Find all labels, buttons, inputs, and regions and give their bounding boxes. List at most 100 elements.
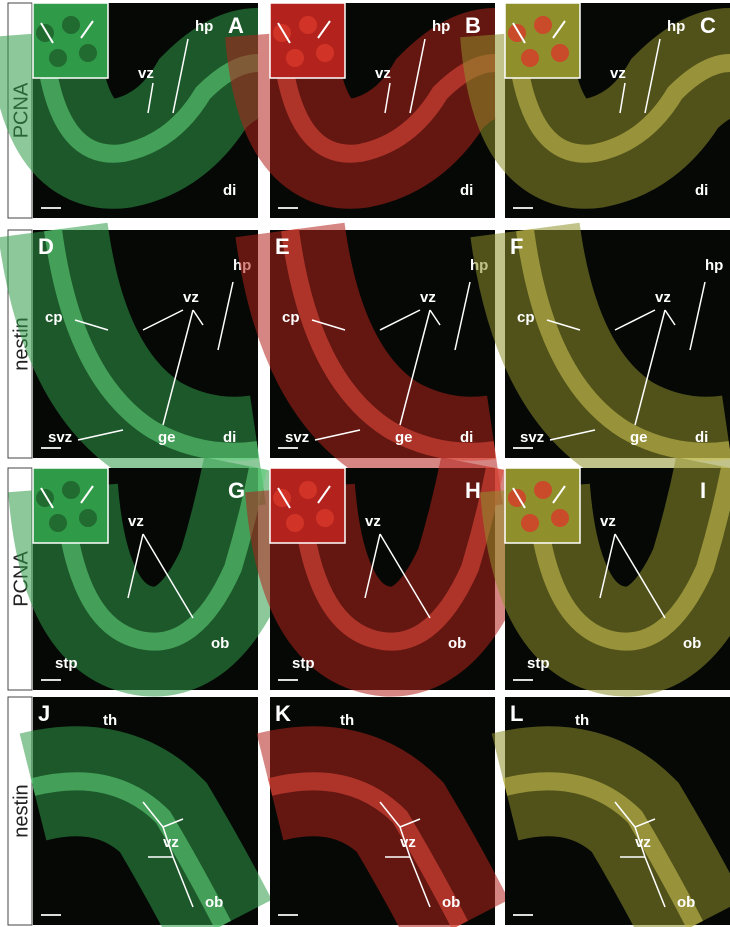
annotation: ob (448, 635, 466, 652)
pointer-line (142, 801, 164, 828)
panel-letter: H (465, 478, 481, 503)
panel: Fhp vz cp svz ge di (470, 222, 730, 507)
arrow (317, 20, 331, 39)
annotation: vz (138, 65, 154, 82)
annotation: ob (677, 894, 695, 911)
pointer-line (147, 82, 154, 114)
annotation: di (460, 182, 473, 199)
pointer-line (664, 309, 676, 326)
panel-letter: C (700, 13, 716, 38)
annotation: di (223, 429, 236, 446)
pointer-line (614, 309, 656, 331)
pointer-line (644, 38, 661, 114)
cell (551, 509, 569, 527)
pointer-line (379, 309, 421, 331)
pointer-line (429, 309, 441, 326)
panel-letter: K (275, 701, 291, 726)
pointer-line (614, 801, 636, 828)
panel-letter: G (228, 478, 245, 503)
annotation: stp (527, 655, 550, 672)
pointer-line (409, 38, 426, 114)
annotation: stp (292, 655, 315, 672)
annotation: th (103, 712, 117, 729)
annotation: hp (667, 18, 685, 35)
annotation: hp (432, 18, 450, 35)
tissue-zone (291, 466, 504, 651)
cell (521, 514, 539, 532)
panel-letter: E (275, 234, 290, 259)
arrow (80, 485, 94, 504)
annotation: vz (635, 834, 651, 851)
pointer-line (454, 281, 471, 351)
panel: Avz hp di (0, 2, 264, 218)
panel-letter: A (228, 13, 244, 38)
annotation: svz (285, 429, 309, 446)
pointer-line (634, 818, 656, 828)
annotation: ge (630, 429, 648, 446)
panel-letter: J (38, 701, 50, 726)
pointer-line (172, 856, 194, 908)
pointer-line (689, 281, 706, 351)
pointer-line (162, 309, 194, 426)
cell (521, 49, 539, 67)
pointer-line (379, 801, 401, 828)
annotation: ob (205, 894, 223, 911)
pointer-line (162, 826, 174, 858)
annotation: vz (163, 834, 179, 851)
annotation: vz (183, 289, 199, 306)
annotation: cp (517, 309, 535, 326)
annotation: cp (45, 309, 63, 326)
cell (316, 509, 334, 527)
panel: Bvz hp di (225, 2, 501, 218)
tissue-zone (281, 228, 497, 461)
pointer-line (614, 533, 666, 619)
cell (79, 44, 97, 62)
pointer-line (599, 533, 616, 599)
pointer-line (127, 533, 144, 599)
annotation: ob (211, 635, 229, 652)
arrow (552, 485, 566, 504)
tissue-zone (44, 228, 260, 461)
annotation: hp (705, 257, 723, 274)
annotation: vz (375, 65, 391, 82)
pointer-line (142, 309, 184, 331)
pointer-line (74, 319, 109, 331)
annotation: ge (158, 429, 176, 446)
arrow (317, 485, 331, 504)
pointer-line (399, 309, 431, 426)
pointer-line (192, 309, 204, 326)
pointer-line (399, 826, 411, 858)
panel-letter: D (38, 234, 54, 259)
annotation: vz (600, 513, 616, 530)
annotation: di (695, 429, 708, 446)
pointer-line (549, 429, 596, 441)
panel-letter: L (510, 701, 523, 726)
annotation: stp (55, 655, 78, 672)
annotation: vz (400, 834, 416, 851)
tissue-zone (30, 772, 231, 927)
inset (504, 467, 581, 544)
pointer-line (311, 319, 346, 331)
annotation: vz (610, 65, 626, 82)
pointer-line (217, 281, 234, 351)
pointer-line (399, 818, 421, 828)
pointer-line (634, 826, 646, 858)
pointer-line (172, 38, 189, 114)
annotation: svz (520, 429, 544, 446)
tissue-zone (516, 228, 730, 461)
annotation: di (223, 182, 236, 199)
annotation: vz (365, 513, 381, 530)
annotation: ob (442, 894, 460, 911)
cell (534, 481, 552, 499)
cell (286, 49, 304, 67)
annotation: ge (395, 429, 413, 446)
cell (62, 16, 80, 34)
annotation: cp (282, 309, 300, 326)
annotation: svz (48, 429, 72, 446)
panel: Ivz stp ob (480, 457, 730, 697)
pointer-line (644, 856, 666, 908)
pointer-line (142, 533, 194, 619)
cell (49, 49, 67, 67)
